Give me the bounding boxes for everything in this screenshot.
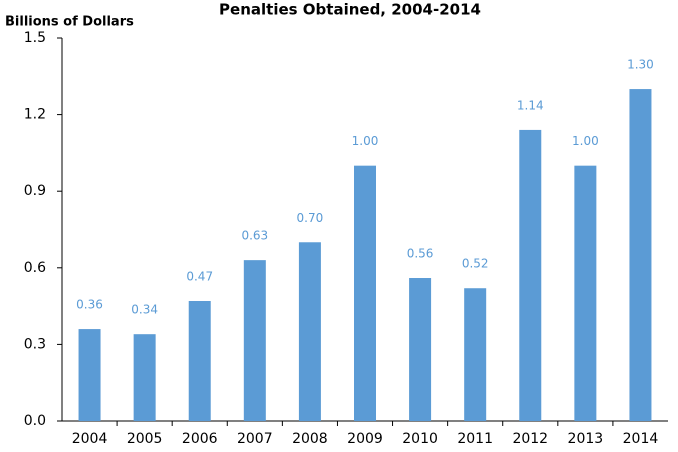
y-tick-label: 1.2 xyxy=(24,107,46,123)
data-label: 0.34 xyxy=(131,303,158,317)
y-tick-label: 0.3 xyxy=(24,336,46,352)
data-label: 1.00 xyxy=(572,134,599,148)
y-tick-label: 0.9 xyxy=(24,183,46,199)
x-tick-label: 2008 xyxy=(292,431,328,447)
bar xyxy=(464,288,487,421)
bar xyxy=(298,242,321,421)
x-tick-label: 2010 xyxy=(402,431,438,447)
bar xyxy=(188,300,211,421)
y-tick-label: 0.0 xyxy=(24,413,46,429)
bar xyxy=(519,129,542,422)
bar xyxy=(78,329,101,421)
y-axis-label: Billions of Dollars xyxy=(5,15,134,30)
data-label: 0.47 xyxy=(186,269,213,283)
data-label: 0.70 xyxy=(297,211,324,225)
bar xyxy=(409,278,432,421)
y-tick-label: 0.6 xyxy=(24,260,46,276)
x-tick-label: 2009 xyxy=(347,431,383,447)
data-label: 1.00 xyxy=(352,134,379,148)
data-label: 0.52 xyxy=(462,257,489,271)
x-tick-label: 2014 xyxy=(623,431,659,447)
chart-title: Penalties Obtained, 2004-2014 xyxy=(219,1,481,19)
data-label: 1.30 xyxy=(627,58,654,72)
x-tick-label: 2013 xyxy=(568,431,604,447)
x-tick-label: 2012 xyxy=(512,431,548,447)
data-label: 0.36 xyxy=(76,298,103,312)
x-tick-label: 2004 xyxy=(72,431,108,447)
y-tick-label: 1.5 xyxy=(24,30,46,46)
data-label: 0.63 xyxy=(241,229,268,243)
bar xyxy=(629,89,652,422)
x-tick-label: 2006 xyxy=(182,431,218,447)
bar xyxy=(574,165,597,421)
data-label: 1.14 xyxy=(517,98,544,112)
bar xyxy=(243,260,266,421)
data-label: 0.56 xyxy=(407,247,434,261)
x-tick-label: 2007 xyxy=(237,431,273,447)
bar xyxy=(354,165,376,421)
x-tick-label: 2005 xyxy=(127,431,163,447)
x-tick-label: 2011 xyxy=(457,431,493,447)
bar xyxy=(133,334,156,421)
